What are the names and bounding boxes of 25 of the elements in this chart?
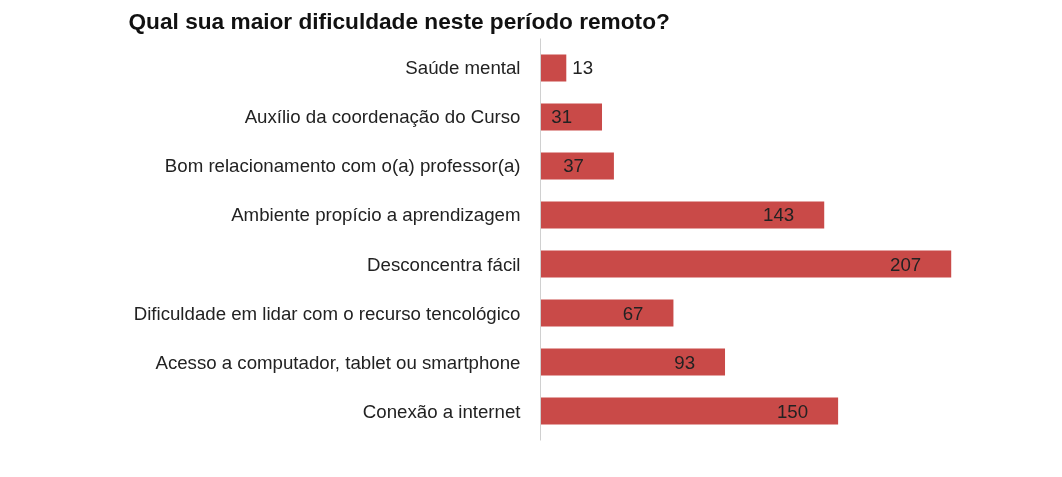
data-label: 13 [572, 57, 594, 79]
data-label: 143 [763, 204, 795, 226]
bar [540, 250, 952, 278]
bar [540, 397, 839, 425]
y-tick-label: Desconcentra fácil [367, 253, 521, 275]
y-tick-label: Bom relacionamento com o(a) professor(a) [164, 155, 521, 177]
y-tick-label: Saúde mental [405, 57, 521, 79]
bar [540, 152, 614, 180]
bar [540, 348, 726, 376]
y-tick-label: Dificuldade em lidar com o recurso tencológico [133, 302, 521, 324]
data-label: 37 [563, 155, 584, 177]
data-label: 67 [622, 302, 644, 324]
data-label: 31 [551, 106, 573, 128]
y-tick-label: Auxílio da coordenação do Curso [244, 106, 521, 128]
y-tick-label: Ambiente propício a aprendizagem [231, 204, 521, 226]
bar [540, 299, 674, 327]
data-label: 207 [890, 253, 922, 275]
y-tick-label: Acesso a computador, tablet ou smartphone [155, 351, 521, 373]
data-label: 93 [674, 351, 696, 373]
bar [540, 54, 567, 82]
data-label: 150 [776, 400, 809, 422]
chart-title: Qual sua maior dificuldade neste período remoto? [128, 7, 670, 34]
bar [540, 103, 603, 131]
bar [540, 201, 825, 229]
y-tick-label: Conexão a internet [362, 400, 522, 422]
